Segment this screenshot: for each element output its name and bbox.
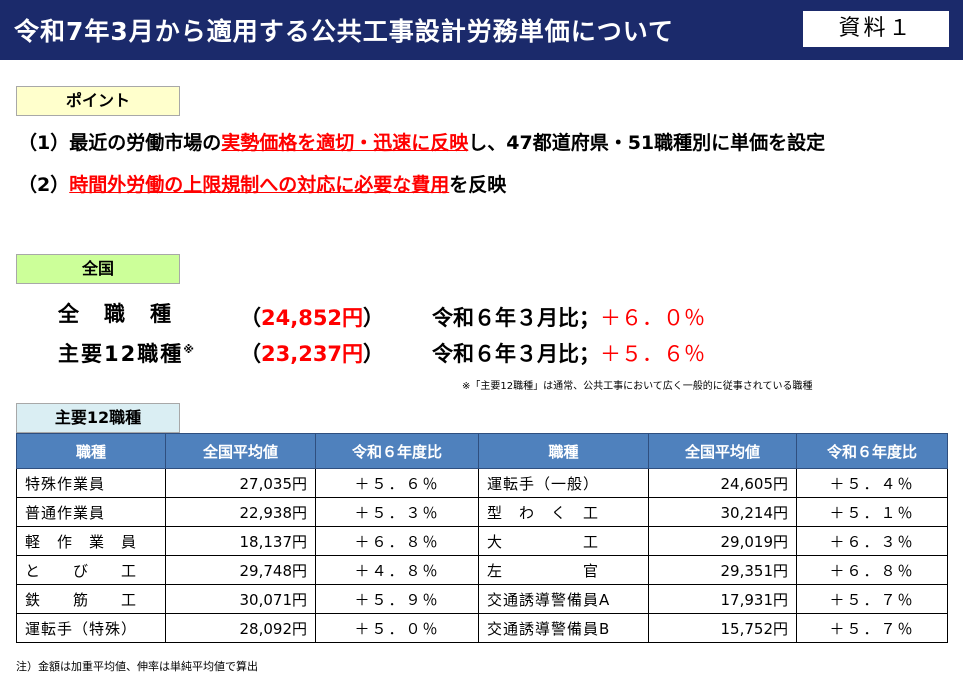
main12-table: 職種 全国平均値 令和６年度比 職種 全国平均値 令和６年度比 特殊作業員 27…: [16, 433, 948, 643]
job-name: 型 わ く 工: [478, 497, 649, 527]
point-item-1-prefix: （1）最近の労働市場の: [18, 132, 222, 154]
job-name: と び 工: [16, 555, 166, 585]
yoy-change: ＋６．８％: [796, 555, 948, 585]
job-name: 鉄 筋 工: [16, 584, 166, 614]
national-average: 24,605円: [648, 468, 797, 498]
table-header-row: 職種 全国平均値 令和６年度比 職種 全国平均値 令和６年度比: [16, 433, 948, 469]
job-name: 大 工: [478, 526, 649, 556]
table-row: 特殊作業員 27,035円 ＋５．６％ 運転手（一般） 24,605円 ＋５．４…: [16, 468, 948, 498]
yoy-change: ＋５．０％: [315, 613, 479, 643]
job-name: 左 官: [478, 555, 649, 585]
reference-label: 資料１: [801, 9, 951, 49]
yoy-change: ＋５．４％: [796, 468, 948, 498]
main12-definition-note: ※「主要12職種」は通常、公共工事において広く一般的に従事されている職種: [462, 381, 813, 392]
national-average: 17,931円: [648, 584, 797, 614]
table-row: 普通作業員 22,938円 ＋５．３％ 型 わ く 工 30,214円 ＋５．１…: [16, 497, 948, 527]
yoy-change: ＋５．７％: [796, 584, 948, 614]
point-item-2-highlight: 時間外労働の上限規制への対応に必要な費用: [69, 174, 450, 196]
national-all-jobs-name: 全 職 種: [58, 302, 173, 326]
point-item-2-prefix: （2）: [18, 174, 70, 196]
point-item-1: （1）最近の労働市場の実勢価格を適切・迅速に反映し、47都道府県・51職種別に単…: [18, 128, 825, 155]
main12-label: 主要12職種: [16, 403, 180, 433]
header-bar: 令和7年3月から適用する公共工事設計労務単価について 資料１: [0, 0, 963, 60]
job-name: 運転手（一般）: [478, 468, 649, 498]
table-row: 鉄 筋 工 30,071円 ＋５．９％ 交通誘導警備員A 17,931円 ＋５．…: [16, 584, 948, 614]
yoy-change: ＋５．７％: [796, 613, 948, 643]
point-item-2: （2）時間外労働の上限規制への対応に必要な費用を反映: [18, 170, 506, 197]
national-average: 29,019円: [648, 526, 797, 556]
table-row: 軽 作 業 員 18,137円 ＋６．８％ 大 工 29,019円 ＋６．３％: [16, 526, 948, 556]
yoy-change: ＋６．３％: [796, 526, 948, 556]
column-header: 職種: [478, 433, 649, 469]
column-header: 令和６年度比: [796, 433, 948, 469]
footnote: 注）金額は加重平均値、伸率は単純平均値で算出: [16, 660, 258, 673]
column-header: 全国平均値: [648, 433, 797, 469]
yoy-change: ＋５．１％: [796, 497, 948, 527]
national-average: 22,938円: [165, 497, 316, 527]
yoy-change: ＋６．８％: [315, 526, 479, 556]
point-item-2-suffix: を反映: [449, 174, 507, 196]
page-title: 令和7年3月から適用する公共工事設計労務単価について: [14, 17, 675, 46]
job-name: 特殊作業員: [16, 468, 166, 498]
national-average: 29,748円: [165, 555, 316, 585]
point-item-1-highlight: 実勢価格を適切・迅速に反映: [221, 132, 469, 154]
yoy-change: ＋５．６％: [315, 468, 479, 498]
table-row: 運転手（特殊） 28,092円 ＋５．０％ 交通誘導警備員B 15,752円 ＋…: [16, 613, 948, 643]
job-name: 運転手（特殊）: [16, 613, 166, 643]
national-average: 28,092円: [165, 613, 316, 643]
point-label: ポイント: [16, 86, 180, 116]
column-header: 令和６年度比: [315, 433, 479, 469]
national-main12-name: 主要12職種※: [58, 342, 196, 366]
point-item-1-suffix: し、47都道府県・51職種別に単価を設定: [468, 132, 826, 154]
column-header: 全国平均値: [165, 433, 316, 469]
national-average: 18,137円: [165, 526, 316, 556]
yoy-change: ＋４．８％: [315, 555, 479, 585]
job-name: 普通作業員: [16, 497, 166, 527]
national-main12-compare: 令和６年３月比；＋５．６％: [432, 342, 705, 366]
job-name: 交通誘導警備員B: [478, 613, 649, 643]
national-average: 29,351円: [648, 555, 797, 585]
yoy-change: ＋５．３％: [315, 497, 479, 527]
job-name: 軽 作 業 員: [16, 526, 166, 556]
yoy-change: ＋５．９％: [315, 584, 479, 614]
column-header: 職種: [16, 433, 166, 469]
national-average: 30,071円: [165, 584, 316, 614]
national-all-jobs-value: （24,852円）: [240, 306, 385, 330]
national-average: 15,752円: [648, 613, 797, 643]
national-label: 全国: [16, 254, 180, 284]
national-average: 27,035円: [165, 468, 316, 498]
job-name: 交通誘導警備員A: [478, 584, 649, 614]
national-average: 30,214円: [648, 497, 797, 527]
national-all-jobs-compare: 令和６年３月比；＋６．０％: [432, 306, 705, 330]
national-main12-value: （23,237円）: [240, 342, 385, 366]
table-row: と び 工 29,748円 ＋４．８％ 左 官 29,351円 ＋６．８％: [16, 555, 948, 585]
